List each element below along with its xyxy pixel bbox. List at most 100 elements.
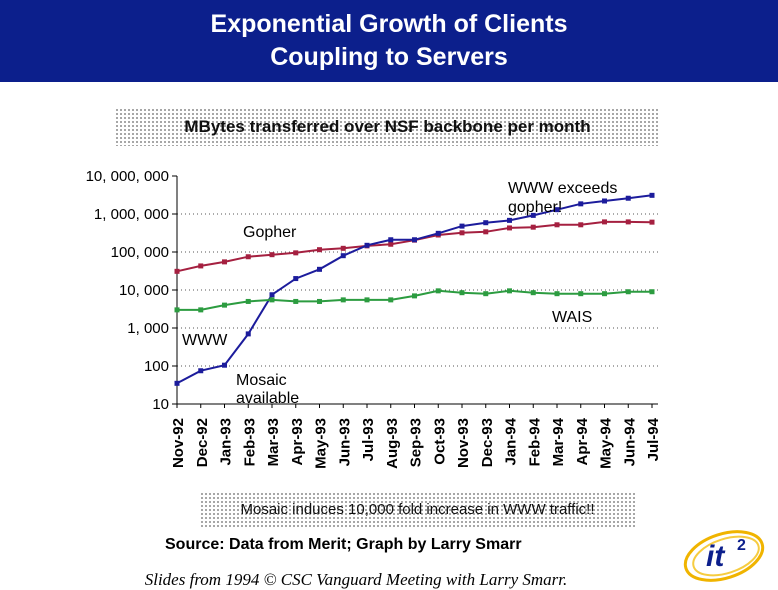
www-point [269, 292, 275, 298]
www-point [602, 198, 607, 204]
wais-point [412, 293, 417, 299]
y-tick-label: 100, 000 [111, 244, 169, 261]
gopher-point [507, 225, 512, 231]
www-point [483, 220, 489, 226]
chart-subtitle: MBytes transferred over NSF backbone per… [184, 117, 591, 136]
www-point [198, 368, 204, 374]
www-point [649, 192, 655, 198]
www-point [222, 362, 227, 368]
wais-point [459, 290, 465, 296]
x-tick-label: Nov-93 [455, 418, 472, 468]
x-tick-label: May-94 [598, 417, 615, 469]
x-tick-label: Mar-94 [550, 417, 567, 466]
annotation-www-label: WWW [182, 332, 228, 349]
title-line-1: Exponential Growth of Clients [210, 10, 568, 38]
gopher-point [269, 252, 275, 258]
www-point [578, 201, 584, 207]
gopher-point [317, 247, 322, 253]
www-point [174, 380, 180, 386]
wais-point [364, 297, 370, 303]
x-tick-label: Feb-93 [241, 418, 258, 466]
x-tick-label: Jan-93 [218, 418, 235, 466]
gopher-point [198, 263, 204, 269]
wais-point [340, 297, 346, 303]
gopher-point [459, 230, 465, 236]
gopher-point [554, 222, 560, 228]
gopher-point [649, 219, 655, 225]
credit-text: Slides from 1994 © CSC Vanguard Meeting … [144, 570, 568, 589]
x-tick-label: Jun-93 [336, 418, 353, 466]
footnote-text: Mosaic induces 10,000 fold increase in W… [240, 501, 595, 518]
wais-point [530, 290, 536, 296]
wais-point [602, 291, 607, 297]
www-point [554, 207, 560, 213]
x-tick-label: Jan-94 [503, 417, 520, 465]
logo-text: it [706, 540, 726, 573]
x-tick-label: May-93 [313, 418, 330, 469]
www-point [364, 242, 370, 248]
y-tick-label: 10, 000, 000 [86, 168, 169, 185]
wais-point [245, 298, 251, 304]
y-tick-label: 10, 000 [119, 282, 169, 299]
gopher-point [602, 219, 607, 225]
gopher-point [483, 229, 489, 235]
wais-point [578, 291, 584, 297]
wais-point [293, 298, 299, 304]
gopher-point [388, 241, 394, 247]
wais-point [174, 307, 180, 313]
gopher-point [245, 254, 251, 260]
annotation-exceeds-label: gopher! [508, 199, 562, 216]
it2-logo: it 2 [683, 530, 765, 582]
wais-point [507, 288, 512, 294]
y-tick-label: 10 [152, 396, 169, 413]
gopher-point [293, 250, 299, 256]
wais-point [483, 291, 489, 297]
www-point [459, 223, 465, 229]
x-tick-label: Dec-92 [194, 418, 211, 467]
wais-point [317, 298, 322, 304]
x-tick-label: Apr-94 [574, 417, 591, 465]
www-point [530, 212, 536, 218]
x-tick-label: Nov-92 [170, 418, 187, 468]
www-point [625, 195, 631, 201]
www-point [340, 253, 346, 259]
gopher-point [530, 224, 536, 230]
x-tick-label: Feb-94 [526, 417, 543, 466]
x-tick-label: Jul-94 [645, 417, 662, 461]
x-tick-label: Mar-93 [265, 418, 282, 466]
wais-point [554, 291, 560, 297]
wais-point [198, 307, 204, 313]
wais-point [388, 297, 394, 303]
gopher-point [625, 219, 631, 225]
y-tick-label: 1, 000 [127, 320, 169, 337]
x-tick-label: Dec-93 [479, 418, 496, 467]
footnote-box: Mosaic induces 10,000 fold increase in W… [200, 492, 635, 528]
annotation-mosaic-label: available [236, 390, 299, 407]
x-tick-label: Jul-93 [360, 418, 377, 461]
subtitle-box: MBytes transferred over NSF backbone per… [115, 108, 660, 146]
wais-point [222, 302, 227, 308]
wais-point [625, 289, 631, 295]
logo-superscript: 2 [737, 537, 746, 554]
wais-point [435, 288, 441, 294]
x-tick-label: Aug-93 [384, 418, 401, 469]
annotation-exceeds-label: WWW exceeds [508, 180, 617, 197]
gopher-point [578, 222, 584, 228]
x-tick-label: Jun-94 [621, 417, 638, 466]
gopher-point [222, 259, 227, 265]
y-tick-label: 1, 000, 000 [94, 206, 169, 223]
www-point [435, 230, 441, 236]
x-tick-label: Oct-93 [431, 418, 448, 465]
gopher-point [340, 245, 346, 251]
annotation-mosaic-label: Mosaic [236, 372, 287, 389]
title-banner: Exponential Growth of Clients Coupling t… [0, 0, 778, 82]
www-point [388, 237, 394, 243]
www-point [507, 217, 512, 223]
x-tick-label: Apr-93 [289, 418, 306, 466]
y-tick-label: 100 [144, 358, 169, 375]
www-point [412, 237, 417, 243]
source-text: Source: Data from Merit; Graph by Larry … [165, 536, 522, 553]
www-point [245, 331, 251, 337]
www-point [293, 276, 299, 282]
